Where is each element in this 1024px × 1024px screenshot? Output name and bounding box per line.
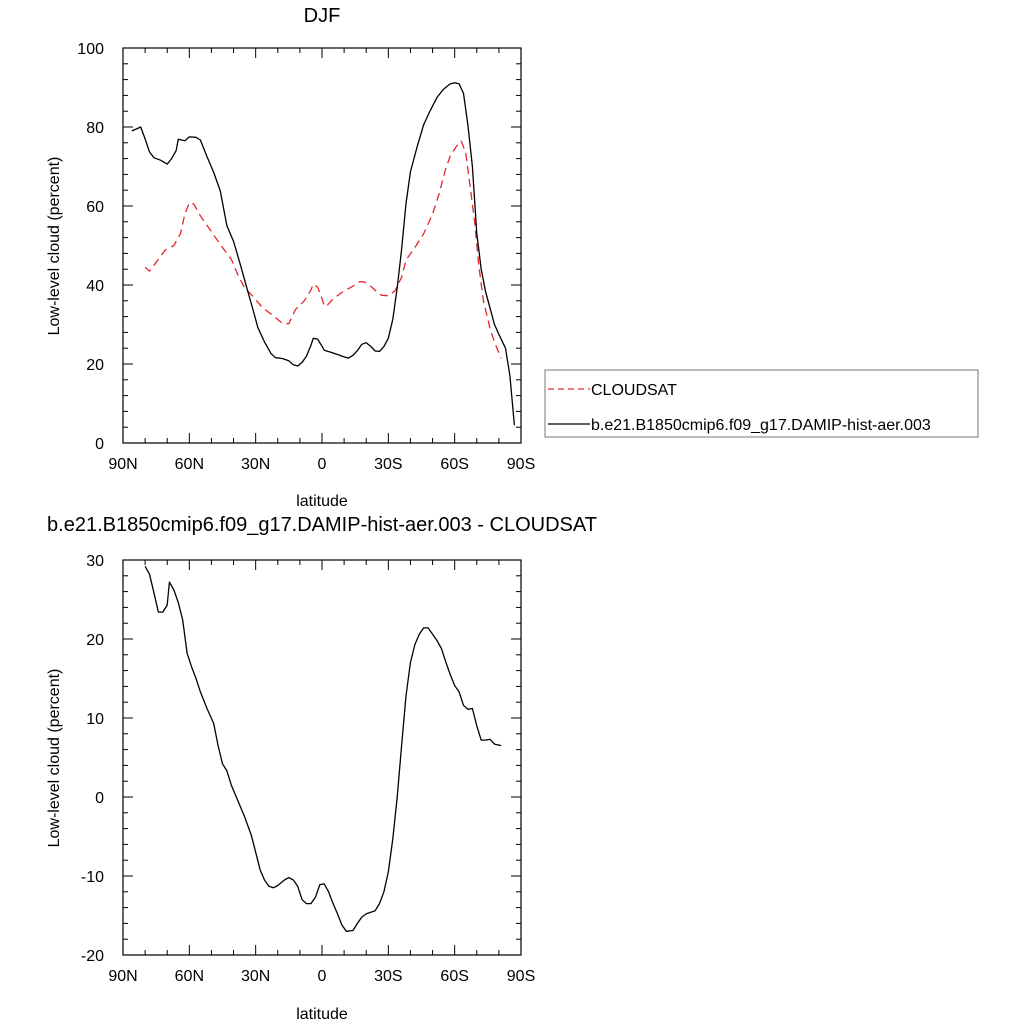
series-line-1 [131, 82, 516, 426]
x-tick-label: 30N [241, 456, 270, 473]
chart-top-title: DJF [304, 5, 341, 27]
x-tick-label: 0 [318, 968, 327, 985]
chart-bottom-frame [122, 559, 522, 956]
chart-bottom-xlabel: latitude [296, 1006, 348, 1023]
x-tick-label: 60N [175, 968, 204, 985]
y-tick-label: -20 [81, 948, 104, 965]
legend-box [544, 369, 979, 438]
chart-bottom-ylabel: Low-level cloud (percent) [46, 669, 63, 848]
y-tick-label: 80 [86, 120, 104, 137]
chart-bottom-series [144, 565, 502, 932]
y-tick-label: 20 [86, 357, 104, 374]
y-tick-label: 0 [95, 436, 104, 453]
x-tick-label: 90N [108, 968, 137, 985]
chart-top-xlabel: latitude [296, 493, 348, 510]
legend-label-cloudsat: CLOUDSAT [591, 382, 677, 399]
y-tick-label: 40 [86, 278, 104, 295]
chart-bottom-title: b.e21.B1850cmip6.f09_g17.DAMIP-hist-aer.… [47, 514, 597, 536]
y-tick-label: 0 [95, 790, 104, 807]
x-tick-label: 60S [440, 968, 468, 985]
y-tick-label: 10 [86, 711, 104, 728]
x-tick-label: 90N [108, 456, 137, 473]
chart-top-frame [122, 47, 522, 444]
x-tick-label: 90S [507, 968, 535, 985]
x-tick-label: 60N [175, 456, 204, 473]
series-line-0 [144, 565, 502, 932]
y-tick-label: 20 [86, 632, 104, 649]
y-tick-label: 100 [77, 41, 104, 58]
y-tick-label: 60 [86, 199, 104, 216]
chart-bottom: b.e21.B1850cmip6.f09_g17.DAMIP-hist-aer.… [46, 514, 597, 1023]
y-tick-label: 30 [86, 553, 104, 570]
x-tick-label: 30S [374, 968, 402, 985]
chart-bottom-ticks: 90N 60N 30N 0 30S 60S 90S -20 -10 0 10 20 30 [81, 553, 535, 985]
chart-top-legend: CLOUDSAT b.e21.B1850cmip6.f09_g17.DAMIP-… [544, 369, 979, 438]
series-line-0 [144, 140, 502, 359]
chart-top-ticks: 90N 60N 30N 0 30S 60S 90S 0 20 40 60 80 100 [77, 41, 535, 473]
x-tick-label: 0 [318, 456, 327, 473]
x-tick-label: 90S [507, 456, 535, 473]
chart-top-series [131, 82, 516, 426]
x-tick-label: 30S [374, 456, 402, 473]
x-tick-label: 60S [440, 456, 468, 473]
chart-top: DJF latitude Low-level cloud (percent) 9… [46, 5, 979, 510]
chart-top-ylabel: Low-level cloud (percent) [46, 157, 63, 336]
x-tick-label: 30N [241, 968, 270, 985]
y-tick-label: -10 [81, 869, 104, 886]
legend-label-model: b.e21.B1850cmip6.f09_g17.DAMIP-hist-aer.… [591, 417, 931, 434]
